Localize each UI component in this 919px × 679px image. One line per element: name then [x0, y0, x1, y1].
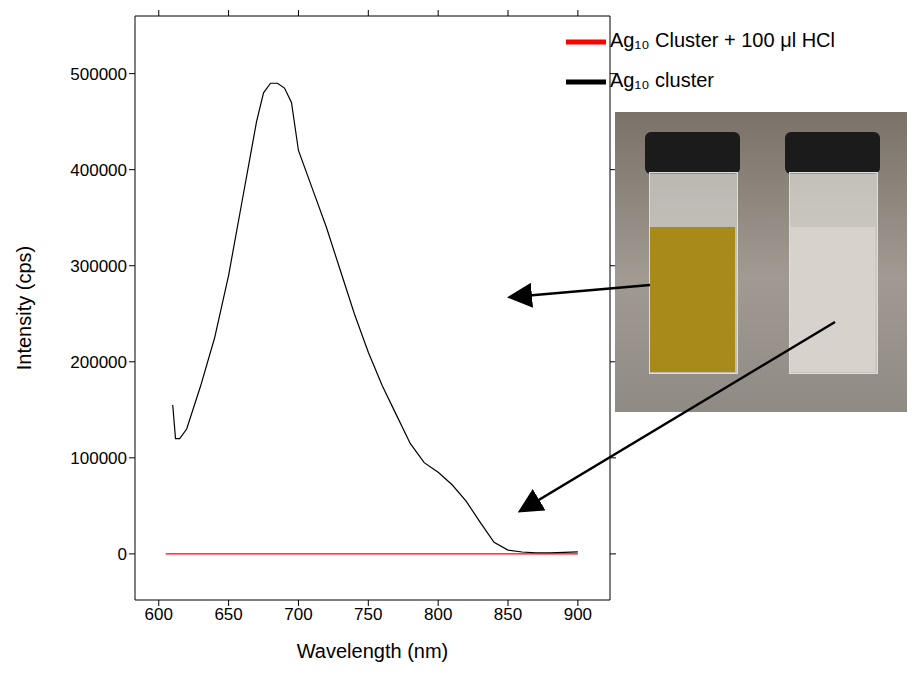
svg-text:700: 700: [284, 605, 312, 624]
svg-text:500000: 500000: [70, 65, 127, 84]
svg-text:750: 750: [354, 605, 382, 624]
svg-text:600: 600: [145, 605, 173, 624]
html-text:Ag₁₀ Cluster + 100 μl HCl: Ag₁₀ Cluster + 100 μl HCl: [610, 29, 835, 52]
svg-text:200000: 200000: [70, 353, 127, 372]
svg-text:900: 900: [564, 605, 592, 624]
html-text:Ag₁₀ cluster: Ag₁₀ cluster: [610, 69, 714, 92]
svg-text:800: 800: [424, 605, 452, 624]
svg-text:400000: 400000: [70, 161, 127, 180]
svg-text:650: 650: [214, 605, 242, 624]
svg-text:Wavelength (nm): Wavelength (nm): [297, 640, 449, 662]
svg-text:0: 0: [118, 545, 127, 564]
svg-text:850: 850: [494, 605, 522, 624]
svg-text:100000: 100000: [70, 449, 127, 468]
svg-text:Intensity (cps): Intensity (cps): [13, 246, 35, 370]
svg-text:300000: 300000: [70, 257, 127, 276]
